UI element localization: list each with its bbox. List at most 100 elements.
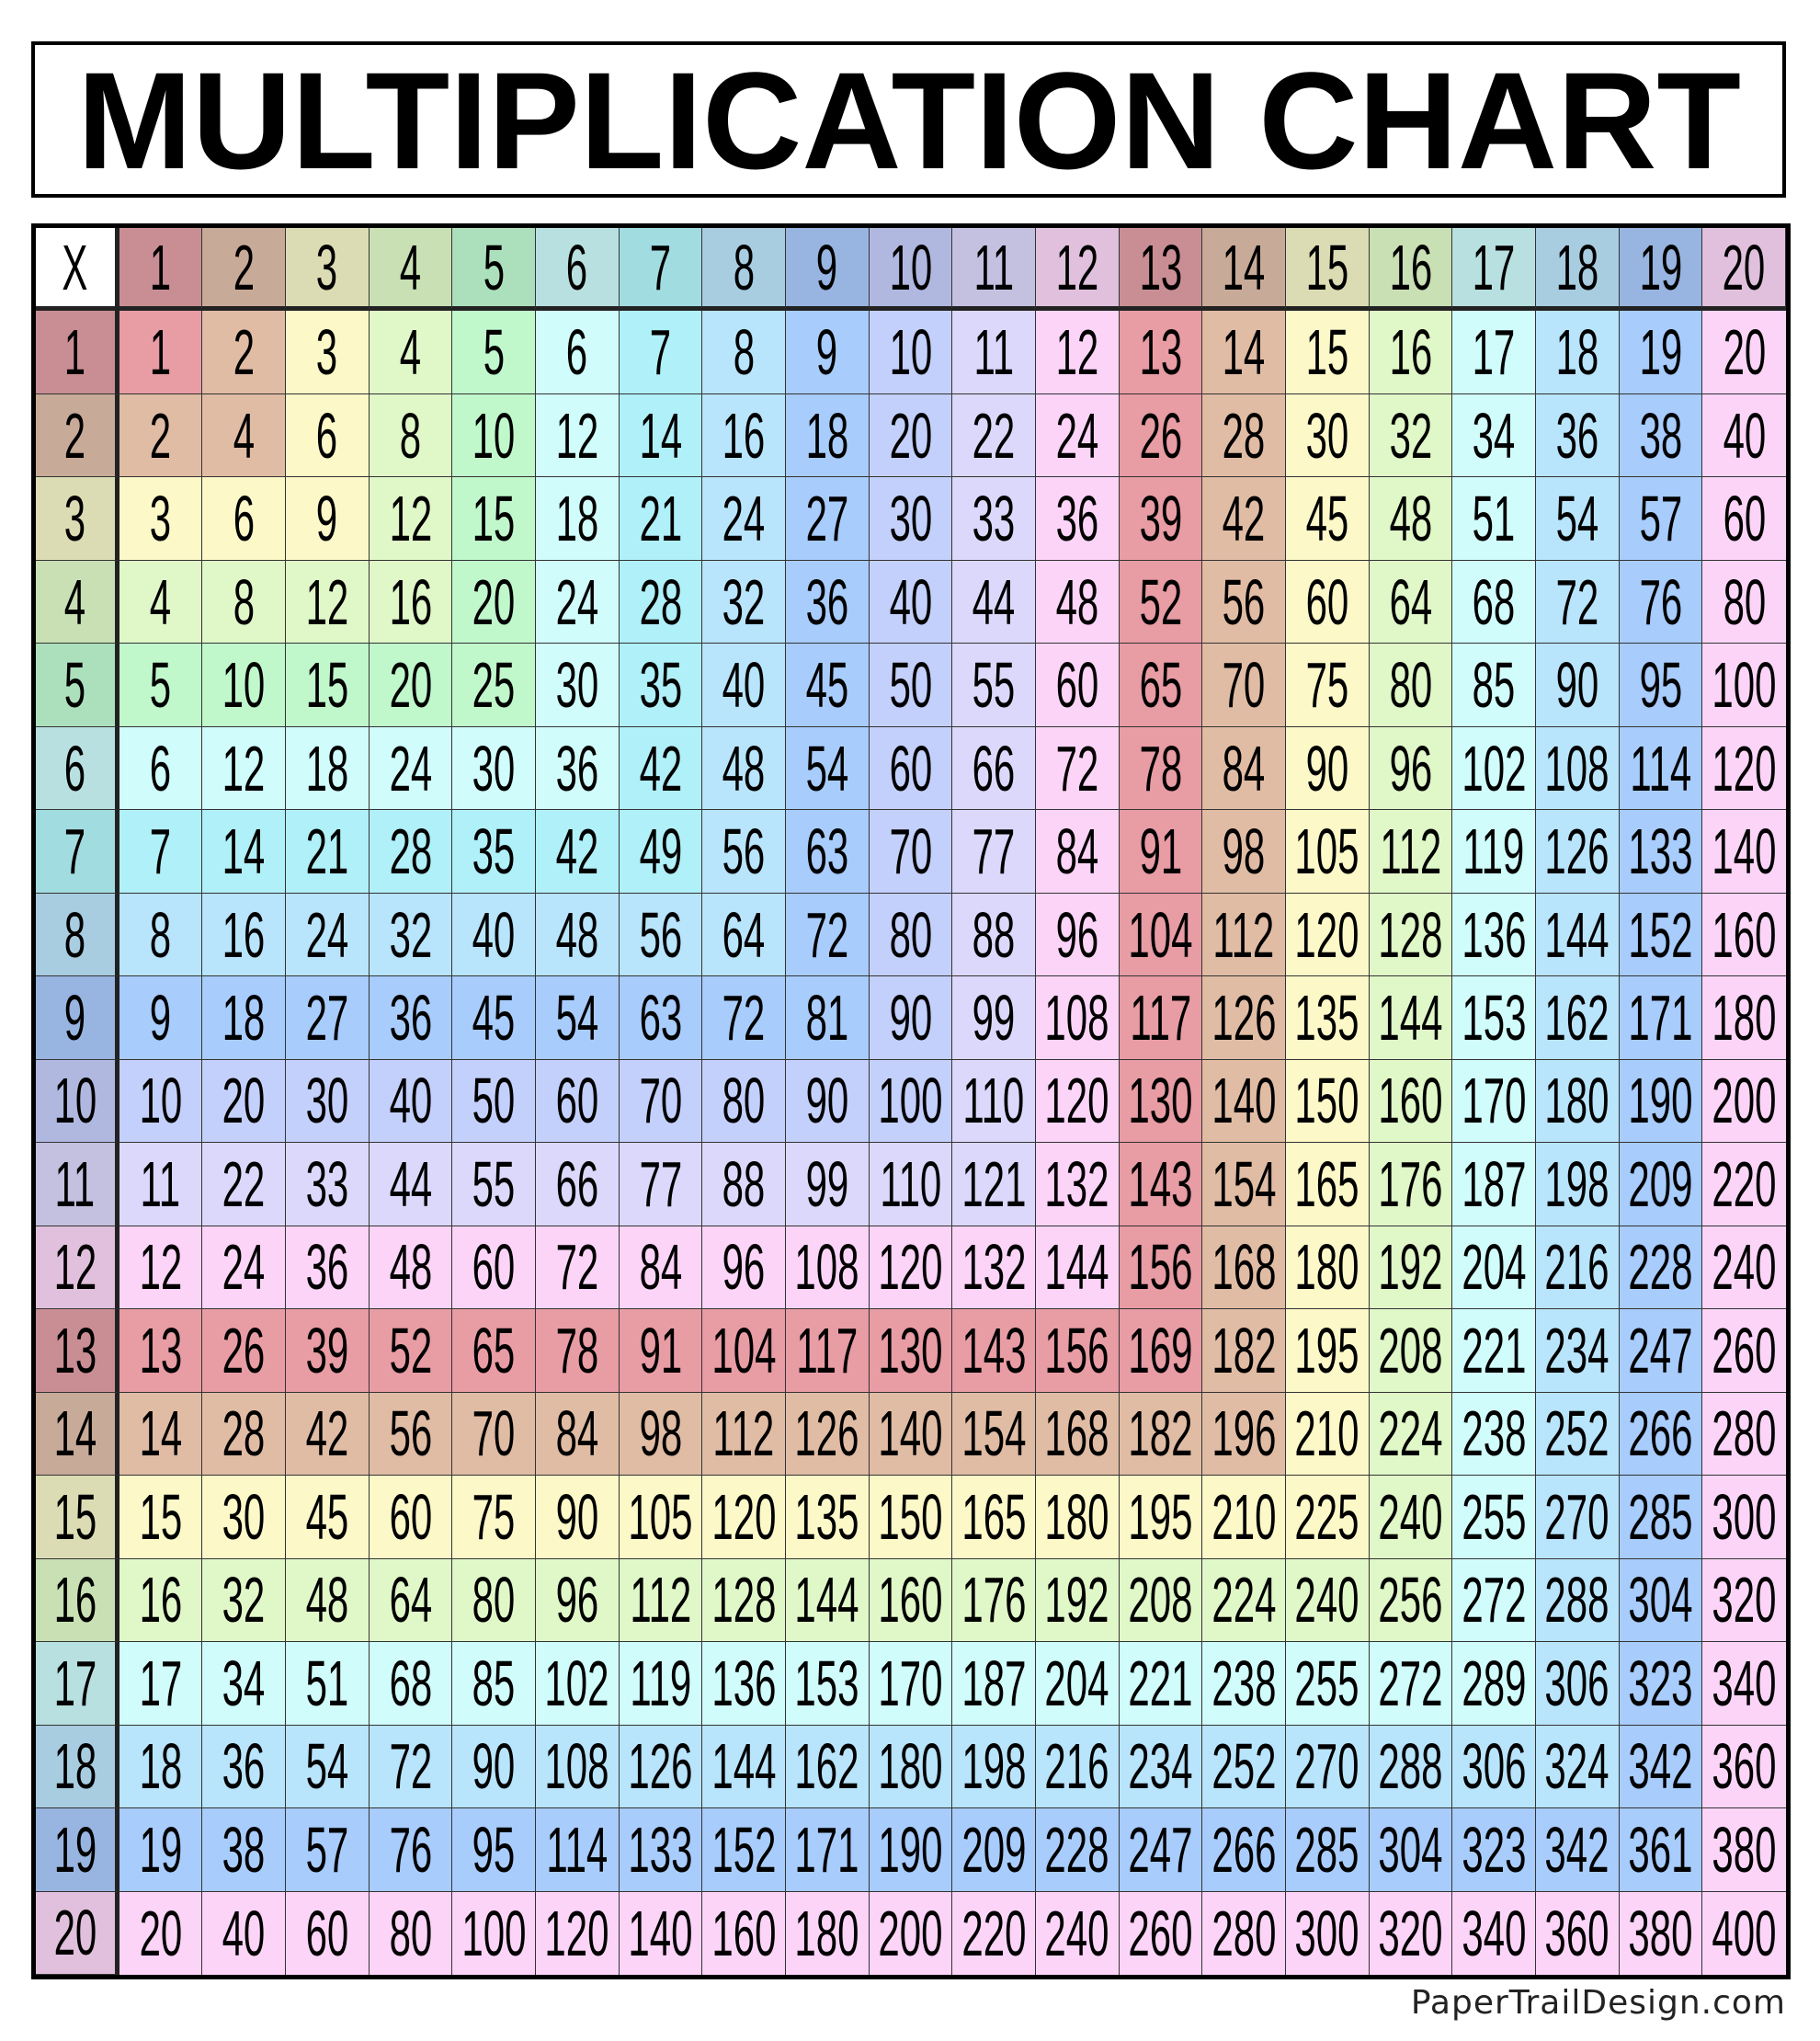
product-cell: 16	[1369, 311, 1453, 394]
product-cell-label: 304	[1628, 1564, 1693, 1636]
product-cell: 26	[1119, 393, 1203, 478]
product-cell: 33	[285, 1143, 370, 1226]
product-cell-label: 119	[630, 1647, 691, 1719]
row-header-label: 6	[64, 732, 86, 804]
product-cell: 4	[119, 560, 203, 644]
product-cell-label: 42	[555, 815, 599, 888]
product-cell-label: 288	[1378, 1730, 1443, 1803]
product-cell-label: 240	[1294, 1564, 1359, 1636]
product-cell-label: 24	[1055, 399, 1099, 472]
product-cell-label: 25	[472, 649, 516, 722]
product-cell: 14	[119, 1392, 203, 1477]
product-cell: 48	[535, 893, 620, 977]
product-cell: 36	[535, 726, 620, 811]
product-cell-label: 24	[389, 732, 432, 804]
row-header: 18	[36, 1725, 119, 1809]
product-cell-label: 26	[1139, 399, 1182, 472]
product-cell: 28	[202, 1392, 286, 1477]
product-cell: 80	[1702, 560, 1786, 644]
column-header: 10	[869, 228, 953, 312]
product-cell: 192	[1369, 1226, 1453, 1310]
product-cell-label: 340	[1712, 1647, 1777, 1719]
product-cell-label: 140	[628, 1897, 693, 1969]
product-cell: 32	[369, 893, 453, 977]
row-header-label: 13	[53, 1314, 97, 1386]
product-cell-label: 54	[1555, 483, 1599, 555]
product-cell: 70	[869, 810, 953, 894]
product-cell: 20	[452, 560, 536, 644]
product-cell-label: 36	[1555, 399, 1599, 472]
product-cell-label: 160	[1712, 898, 1777, 971]
product-cell-label: 63	[805, 815, 849, 888]
product-cell: 24	[285, 893, 370, 977]
product-cell: 136	[1452, 893, 1536, 977]
product-cell-label: 1	[149, 316, 172, 389]
product-cell: 60	[285, 1891, 370, 1975]
product-cell: 70	[619, 1059, 703, 1144]
product-cell: 36	[1035, 477, 1120, 561]
column-header: 2	[202, 228, 286, 312]
product-cell-label: 38	[1639, 399, 1682, 472]
product-cell: 3	[119, 477, 203, 561]
product-cell-label: 49	[639, 815, 682, 888]
product-cell: 32	[1369, 393, 1453, 478]
product-cell-label: 10	[472, 399, 516, 472]
product-cell: 154	[1202, 1143, 1286, 1226]
product-cell-label: 110	[880, 1147, 941, 1220]
product-cell-label: 20	[472, 565, 516, 638]
product-cell: 154	[952, 1392, 1036, 1477]
product-cell: 10	[869, 311, 953, 394]
product-cell: 204	[1035, 1642, 1120, 1726]
product-cell-label: 171	[1628, 982, 1693, 1055]
product-cell: 280	[1202, 1891, 1286, 1975]
product-cell: 171	[1619, 976, 1703, 1060]
product-cell-label: 104	[711, 1314, 777, 1386]
product-cell: 170	[869, 1642, 953, 1726]
product-cell: 156	[1119, 1226, 1203, 1310]
product-cell-label: 247	[1128, 1813, 1193, 1886]
product-cell-label: 51	[1472, 483, 1516, 555]
product-cell: 60	[452, 1226, 536, 1310]
product-cell: 340	[1702, 1642, 1786, 1726]
product-cell-label: 18	[139, 1730, 182, 1803]
product-cell-label: 361	[1628, 1813, 1693, 1886]
product-cell-label: 99	[972, 982, 1016, 1055]
product-cell-label: 224	[1378, 1397, 1443, 1470]
product-cell-label: 90	[1555, 649, 1599, 722]
product-cell-label: 128	[1378, 898, 1443, 971]
product-cell: 112	[702, 1392, 786, 1477]
product-cell-label: 252	[1544, 1397, 1610, 1470]
column-header: 19	[1619, 228, 1703, 312]
product-cell-label: 340	[1462, 1897, 1527, 1969]
product-cell: 99	[785, 1143, 870, 1226]
product-cell: 57	[285, 1808, 370, 1892]
product-cell: 30	[202, 1476, 286, 1559]
product-cell: 160	[1369, 1059, 1453, 1144]
product-cell: 63	[785, 810, 870, 894]
product-cell: 100	[869, 1059, 953, 1144]
product-cell: 13	[119, 1309, 203, 1393]
product-cell-label: 144	[1378, 982, 1443, 1055]
product-cell: 209	[1619, 1143, 1703, 1226]
product-cell: 209	[952, 1808, 1036, 1892]
product-cell: 18	[1535, 311, 1620, 394]
row-header-label: 17	[53, 1647, 97, 1719]
row-header: 13	[36, 1309, 119, 1393]
product-cell: 30	[452, 726, 536, 811]
product-cell-label: 133	[1628, 815, 1693, 888]
product-cell-label: 52	[389, 1314, 432, 1386]
product-cell-label: 234	[1128, 1730, 1193, 1803]
product-cell: 6	[119, 726, 203, 811]
row-header: 16	[36, 1558, 119, 1643]
product-cell: 13	[1119, 311, 1203, 394]
product-cell: 240	[1035, 1891, 1120, 1975]
product-cell: 96	[1369, 726, 1453, 811]
product-cell-label: 26	[222, 1314, 266, 1386]
product-cell-label: 10	[222, 649, 266, 722]
product-cell: 156	[1035, 1309, 1120, 1393]
product-cell: 26	[202, 1309, 286, 1393]
product-cell: 35	[619, 644, 703, 727]
product-cell-label: 4	[233, 399, 255, 472]
product-cell: 2	[119, 393, 203, 478]
product-cell: 224	[1202, 1558, 1286, 1643]
